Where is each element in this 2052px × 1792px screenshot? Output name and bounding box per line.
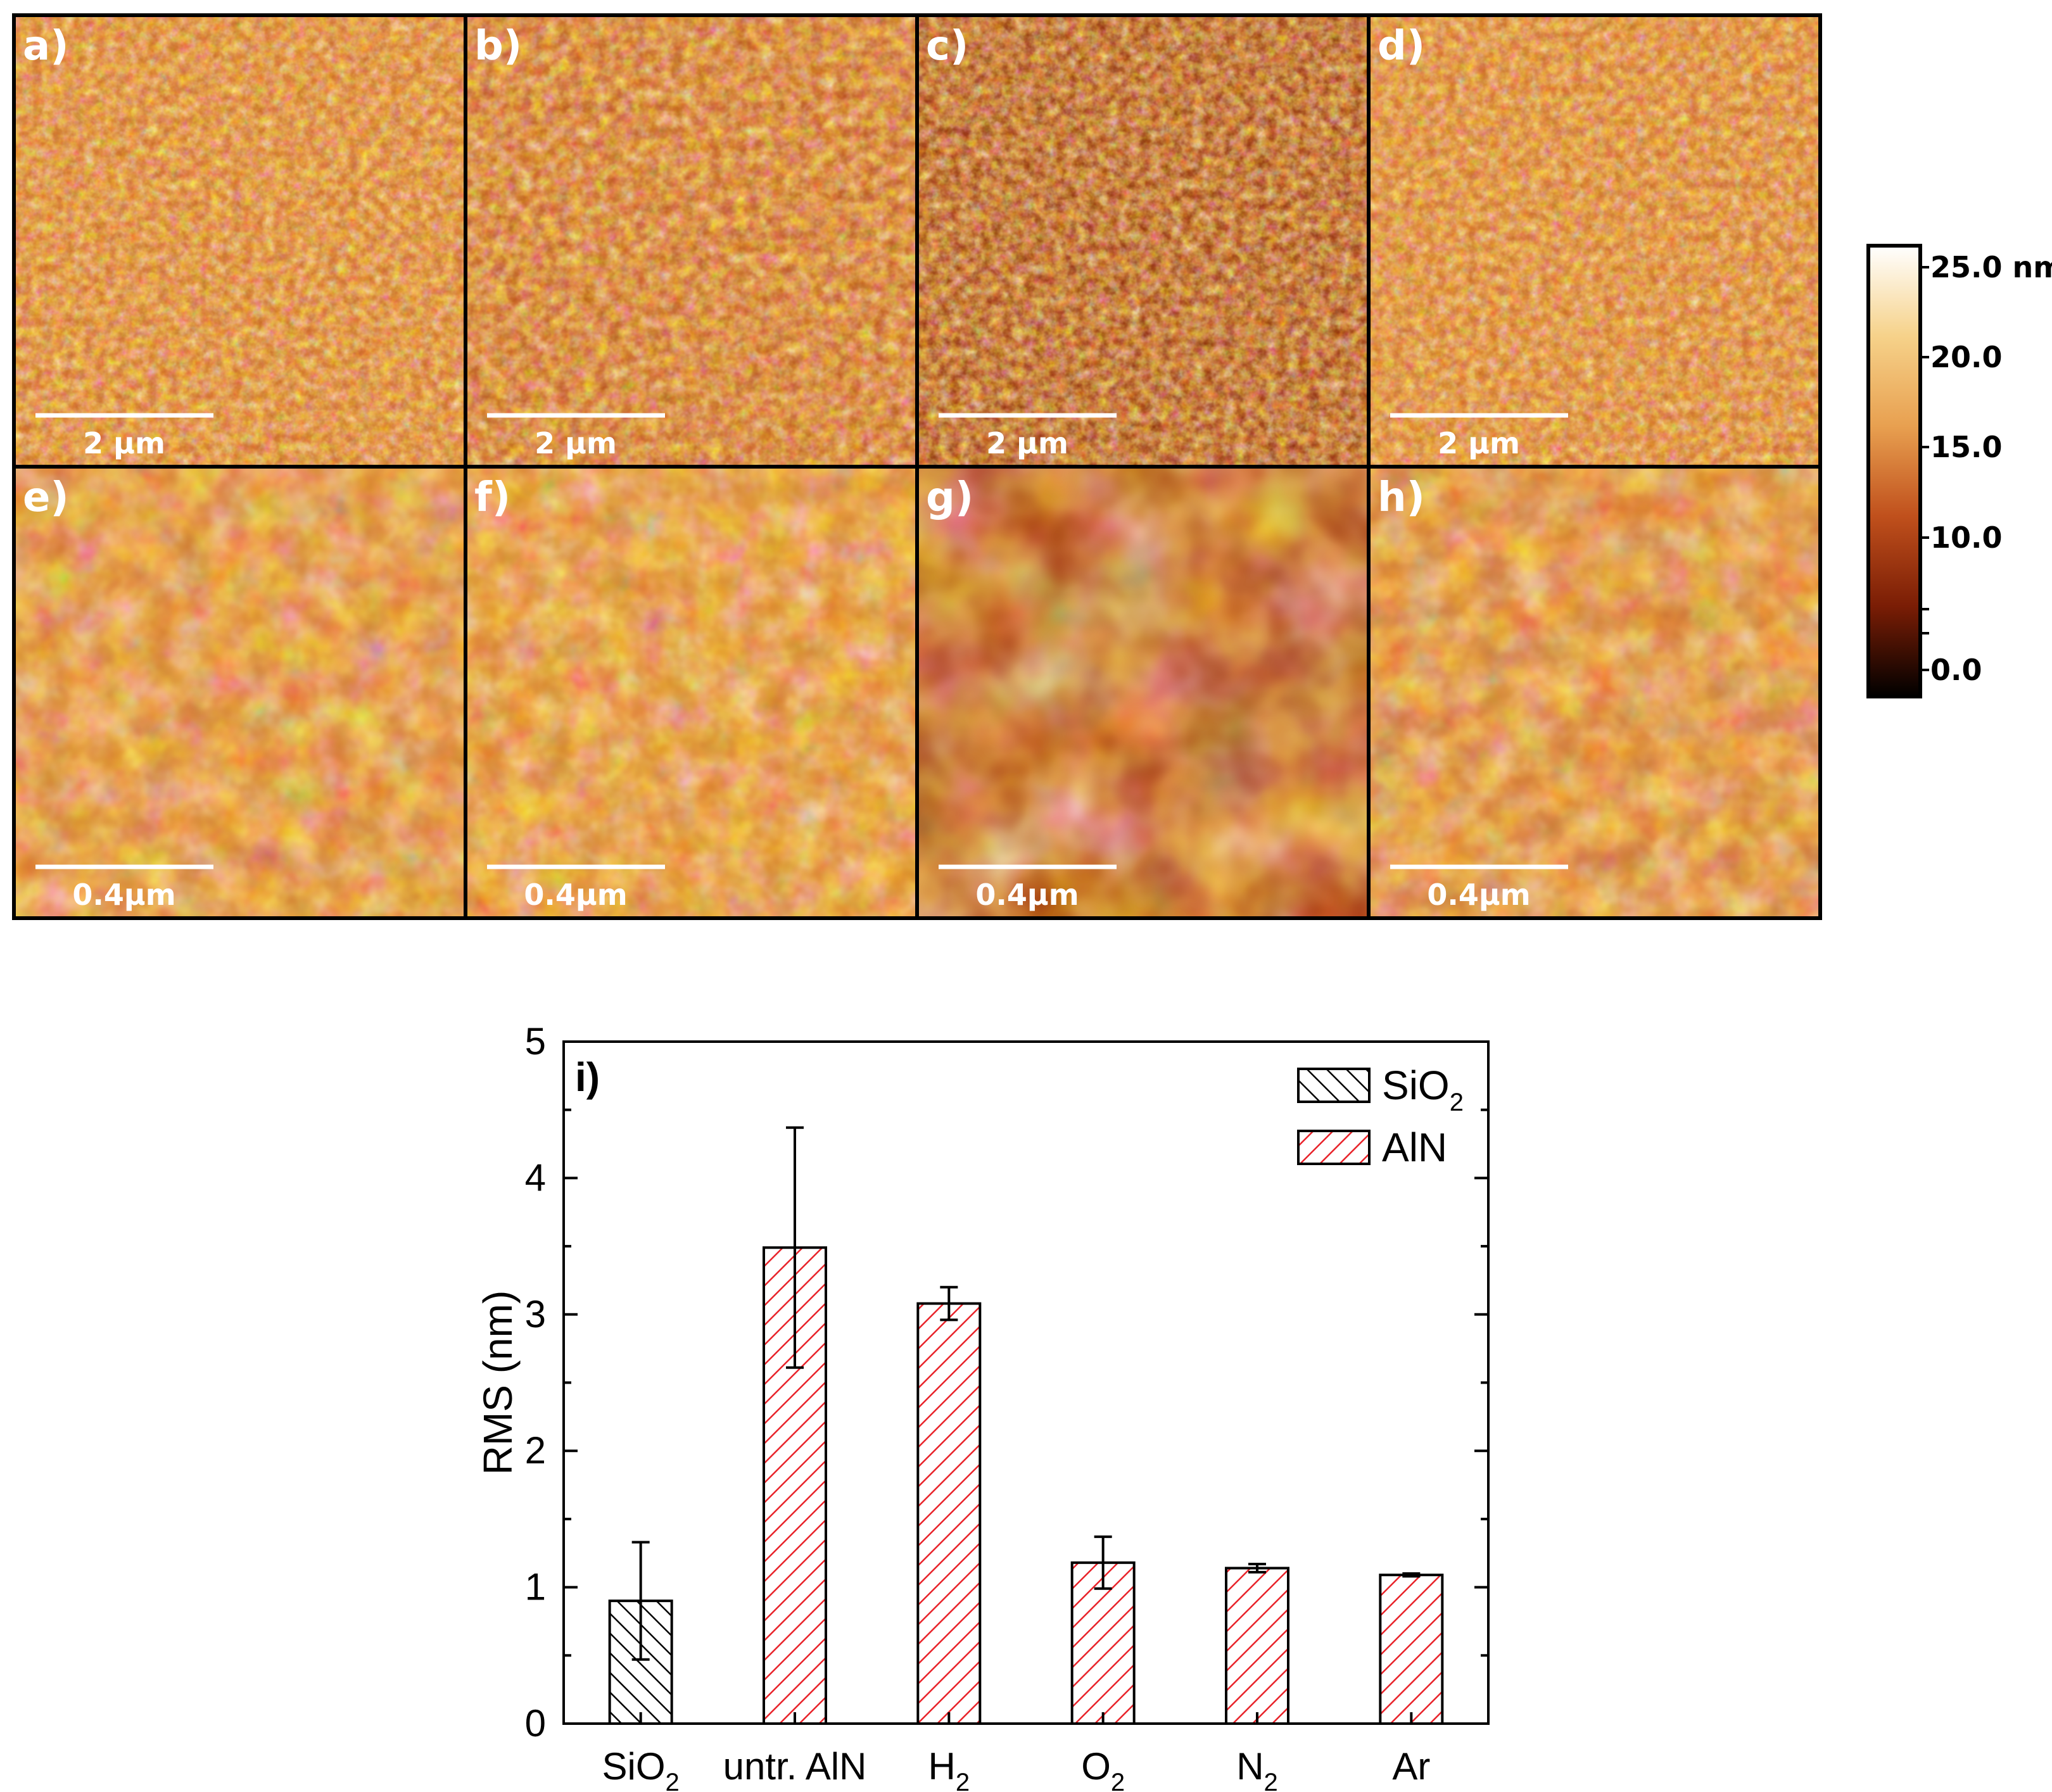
colorbar-gradient	[1866, 244, 1922, 698]
y-tick-label: 3	[525, 1293, 546, 1335]
panel-label: b)	[474, 23, 522, 70]
afm-panel-e: e) 0.4µm	[12, 465, 467, 920]
afm-panel-c: c) 2 µm	[915, 13, 1371, 469]
afm-panel-h: h) 0.4µm	[1367, 465, 1822, 920]
y-tick-label: 2	[525, 1429, 546, 1472]
y-tick-label: 0	[525, 1702, 546, 1745]
afm-panel-b: b) 2 µm	[464, 13, 919, 469]
panel-label: c)	[926, 23, 968, 70]
legend-swatch	[1297, 1068, 1371, 1103]
error-bar	[940, 1285, 958, 1322]
chart-panel-label: i)	[575, 1054, 600, 1100]
scale-bar-label: 0.4µm	[975, 878, 1079, 912]
y-tick-label: 5	[525, 1020, 546, 1063]
x-tick-label: O2	[1081, 1745, 1125, 1792]
colorbar-tick-label: 15.0	[1930, 430, 2003, 464]
panel-label: f)	[474, 474, 510, 521]
afm-panel-f: f) 0.4µm	[464, 465, 919, 920]
legend-swatch	[1297, 1130, 1371, 1165]
colorbar-tick-label: 25.0 nm	[1930, 250, 2052, 284]
x-tick-label: Ar	[1392, 1745, 1430, 1788]
scale-bar-label: 2 µm	[83, 426, 165, 460]
panel-label: e)	[23, 474, 69, 521]
y-tick-label: 4	[525, 1156, 546, 1199]
bar	[916, 1302, 982, 1726]
error-bar	[1094, 1535, 1112, 1590]
colorbar-tick-label: 20.0	[1930, 340, 2003, 374]
panel-label: d)	[1378, 23, 1425, 70]
scale-bar-label: 0.4µm	[524, 878, 627, 912]
error-bar	[631, 1541, 650, 1661]
scale-bar-label: 0.4µm	[72, 878, 175, 912]
legend: SiO2 AlN	[1297, 1063, 1464, 1170]
x-tick-label: SiO2	[602, 1745, 680, 1792]
colorbar-tick-label: 10.0	[1930, 521, 2003, 555]
x-tick-label: untr. AlN	[723, 1745, 867, 1788]
afm-panel-a: a) 2 µm	[12, 13, 467, 469]
scale-bar-label: 2 µm	[535, 426, 617, 460]
colorbar-tick-label: 0.0	[1930, 653, 1982, 687]
x-tick-label: H2	[928, 1745, 970, 1792]
error-bar	[786, 1126, 804, 1369]
bar	[1225, 1567, 1289, 1726]
error-bar	[1402, 1572, 1421, 1578]
legend-label: SiO2	[1382, 1063, 1464, 1116]
panel-label: h)	[1378, 474, 1425, 521]
y-axis-title: RMS (nm)	[475, 1290, 521, 1475]
afm-panel-g: g) 0.4µm	[915, 465, 1371, 920]
panel-label: g)	[926, 474, 973, 521]
afm-panel-d: d) 2 µm	[1367, 13, 1822, 469]
error-bar	[1248, 1562, 1266, 1574]
scale-bar-label: 2 µm	[1438, 426, 1520, 460]
height-colorbar: 25.0 nm 20.0 15.0 10.0 0.0	[1866, 244, 2052, 698]
legend-label: AlN	[1382, 1125, 1447, 1170]
bar	[1379, 1574, 1444, 1726]
y-tick-label: 1	[525, 1566, 546, 1608]
panel-label: a)	[23, 23, 68, 70]
scale-bar-label: 2 µm	[986, 426, 1068, 460]
scale-bar-label: 0.4µm	[1427, 878, 1530, 912]
x-tick-label: N2	[1236, 1745, 1278, 1792]
